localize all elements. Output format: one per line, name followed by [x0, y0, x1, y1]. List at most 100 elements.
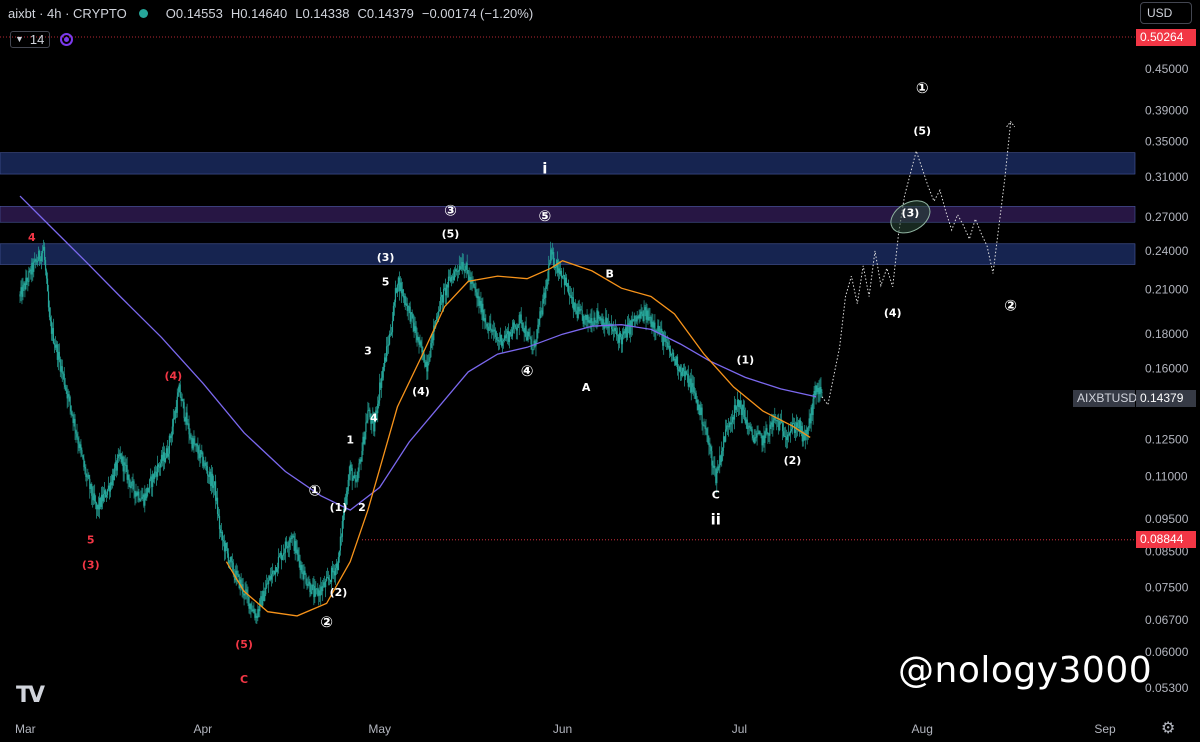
candle [72, 413, 74, 431]
candle [210, 468, 212, 491]
open-value: O0.14553 [165, 5, 223, 21]
wave-label: (5) [913, 124, 931, 137]
candle [660, 321, 662, 334]
candle [623, 329, 626, 339]
candle [731, 410, 734, 433]
candle [585, 314, 587, 328]
candle [641, 307, 643, 317]
candle [539, 307, 541, 327]
candle [709, 437, 711, 455]
candle [220, 522, 223, 541]
candle [213, 475, 215, 498]
candle [402, 288, 404, 303]
wave-label: (3) [902, 207, 920, 220]
candle [598, 311, 600, 325]
change-value: −0.00174 (−1.20%) [421, 5, 534, 21]
candle [224, 540, 227, 560]
candle [766, 424, 768, 436]
candle [432, 333, 434, 350]
candle [616, 327, 619, 344]
candle [568, 285, 570, 305]
candle [25, 269, 27, 291]
candle [628, 318, 630, 338]
candle [688, 375, 690, 388]
candle [592, 321, 594, 326]
candle [745, 417, 747, 429]
candle [276, 562, 279, 577]
candle [269, 574, 271, 581]
candle [519, 311, 521, 324]
currency-button[interactable]: USD [1140, 2, 1192, 24]
candle [260, 590, 262, 606]
gear-icon[interactable]: ⚙ [1161, 720, 1176, 737]
zone-band [0, 152, 1136, 175]
candle [695, 390, 697, 404]
candle [458, 255, 460, 275]
candle [167, 446, 170, 460]
candle [759, 430, 761, 435]
candle [671, 348, 674, 362]
price-tick-label: 0.39000 [1145, 103, 1189, 117]
candle [640, 304, 642, 320]
candle [169, 433, 171, 443]
candle [152, 470, 154, 497]
candle [661, 320, 663, 343]
candle [62, 371, 64, 380]
candle [482, 297, 484, 329]
candle [342, 508, 344, 529]
candle [678, 365, 681, 373]
candle [95, 495, 97, 510]
candle [755, 430, 757, 442]
candle [92, 486, 94, 508]
candle [340, 533, 342, 546]
candle [514, 324, 516, 329]
candle [491, 328, 493, 339]
candle [327, 567, 329, 579]
candle [286, 541, 288, 553]
candle [738, 400, 741, 415]
candle [763, 426, 765, 448]
candle [670, 345, 672, 357]
candle [439, 301, 441, 312]
candle [332, 563, 335, 580]
candle [734, 398, 737, 413]
candle [786, 431, 789, 449]
candle [144, 485, 146, 513]
tradingview-logo[interactable]: TV [16, 683, 45, 708]
candle [304, 566, 306, 575]
candle [185, 406, 187, 431]
candle [575, 303, 577, 315]
candle [621, 328, 624, 353]
candle [182, 398, 184, 409]
candle [251, 601, 253, 613]
candle [638, 309, 640, 324]
candle [66, 385, 68, 409]
wave-label: ④ [521, 362, 534, 380]
candle [675, 355, 678, 367]
candle [417, 332, 419, 343]
symbol-title[interactable]: aixbt · 4h · CRYPTO [8, 5, 127, 21]
eye-icon[interactable] [60, 32, 74, 46]
candle [161, 446, 164, 467]
candle [474, 279, 476, 296]
candle [177, 386, 179, 398]
candle [203, 456, 205, 470]
candle [515, 323, 517, 340]
candle [554, 258, 556, 271]
candle [809, 413, 811, 429]
candle [532, 349, 534, 355]
indicator-toggle-button[interactable]: ▼ 14 [10, 30, 51, 48]
candle [449, 268, 452, 283]
candle [501, 338, 504, 353]
candle [184, 416, 186, 425]
candle [207, 461, 209, 484]
candle [605, 308, 607, 328]
candle [113, 463, 115, 481]
candle [567, 279, 569, 295]
candle [41, 251, 43, 270]
candle [681, 367, 684, 378]
candle [784, 426, 787, 448]
candle [696, 395, 698, 411]
candle [313, 575, 315, 606]
